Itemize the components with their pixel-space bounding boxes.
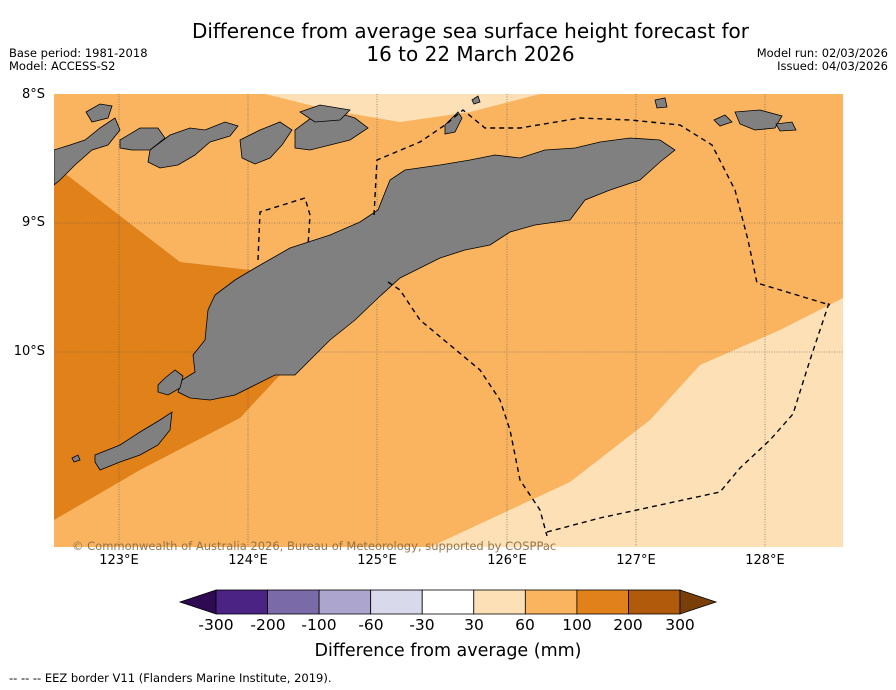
lon-label-127e: 127°E <box>616 553 656 568</box>
lon-label-124e: 124°E <box>228 553 268 568</box>
colorbar-segment <box>318 589 372 615</box>
cb-tick: -30 <box>409 616 435 634</box>
colorbar-high-extend <box>679 589 718 615</box>
colorbar-segment <box>215 589 268 615</box>
title-line-1: Difference from average sea surface heig… <box>191 19 750 43</box>
lon-label-126e: 126°E <box>487 553 527 568</box>
rote-island <box>157 369 184 396</box>
colorbar-label: Difference from average (mm) <box>0 641 896 661</box>
cb-tick: 100 <box>562 616 592 634</box>
colorbar-segments <box>215 589 681 615</box>
timor-island <box>177 137 676 401</box>
eez-borders <box>257 109 831 537</box>
cb-tick: 60 <box>515 616 535 634</box>
cb-tick: 200 <box>613 616 643 634</box>
model-name: Model: ACCESS-S2 <box>9 59 116 73</box>
lon-label-128e: 128°E <box>745 553 785 568</box>
chart-title: Difference from average sea surface heig… <box>0 20 896 66</box>
base-period: Base period: 1981-2018 <box>9 46 148 60</box>
adonara-lembata <box>147 121 239 169</box>
eez-footnote: -- -- -- EEZ border V11 (Flanders Marine… <box>9 671 332 685</box>
colorbar-segment <box>628 589 681 615</box>
flores-west <box>54 117 121 186</box>
band-100-200 <box>54 165 280 520</box>
lon-label-123e: 123°E <box>99 553 139 568</box>
cb-tick: 300 <box>665 616 695 634</box>
cb-tick: -100 <box>301 616 337 634</box>
issued-date: Issued: 04/03/2026 <box>777 59 888 73</box>
kisar-island <box>654 97 668 109</box>
lat-label-8s: 8°S <box>21 87 45 102</box>
cb-tick: -300 <box>198 616 234 634</box>
title-line-2: 16 to 22 March 2026 <box>366 42 575 66</box>
cb-tick: -60 <box>358 616 384 634</box>
atauro-island <box>444 111 463 135</box>
map-panel <box>54 94 843 547</box>
colorbar-segment <box>370 589 423 615</box>
colorbar-segment <box>576 589 629 615</box>
moa-island <box>734 109 783 131</box>
eez-border-southeast <box>546 299 831 533</box>
copyright-notice: © Commonwealth of Australia 2026, Bureau… <box>72 539 557 553</box>
band-30-60-southeast <box>430 298 843 547</box>
colorbar-label-text: Difference from average (mm) <box>314 641 582 661</box>
grid-lines <box>54 94 843 547</box>
land-masses <box>54 95 797 471</box>
meta-left: Base period: 1981-2018 Model: ACCESS-S2 <box>9 47 148 73</box>
colorbar-low-extend <box>178 589 217 615</box>
eez-border-north <box>373 109 831 306</box>
lat-label-9s: 9°S <box>21 215 45 230</box>
cb-tick: 30 <box>464 616 484 634</box>
leti-island <box>713 114 733 127</box>
wetar-north <box>299 104 351 123</box>
lon-label-125e: 125°E <box>357 553 397 568</box>
cb-tick: -200 <box>250 616 286 634</box>
colorbar-segment <box>473 589 526 615</box>
lat-label-10s: 10°S <box>13 344 45 359</box>
pantar-island <box>239 121 293 165</box>
meta-right: Model run: 02/03/2026 Issued: 04/03/2026 <box>757 47 888 73</box>
colorbar <box>178 589 718 615</box>
model-run: Model run: 02/03/2026 <box>756 46 888 60</box>
colorbar-segment <box>421 589 475 615</box>
sawu-island <box>94 411 173 471</box>
colorbar-segment <box>524 589 578 615</box>
sumba-east <box>71 454 81 463</box>
eez-border-south <box>387 281 548 537</box>
colorbar-segment <box>267 589 320 615</box>
band-30-60-north <box>265 94 540 122</box>
wetar-west <box>85 103 113 123</box>
lakor-island <box>775 121 797 132</box>
small-island-north <box>471 95 481 105</box>
